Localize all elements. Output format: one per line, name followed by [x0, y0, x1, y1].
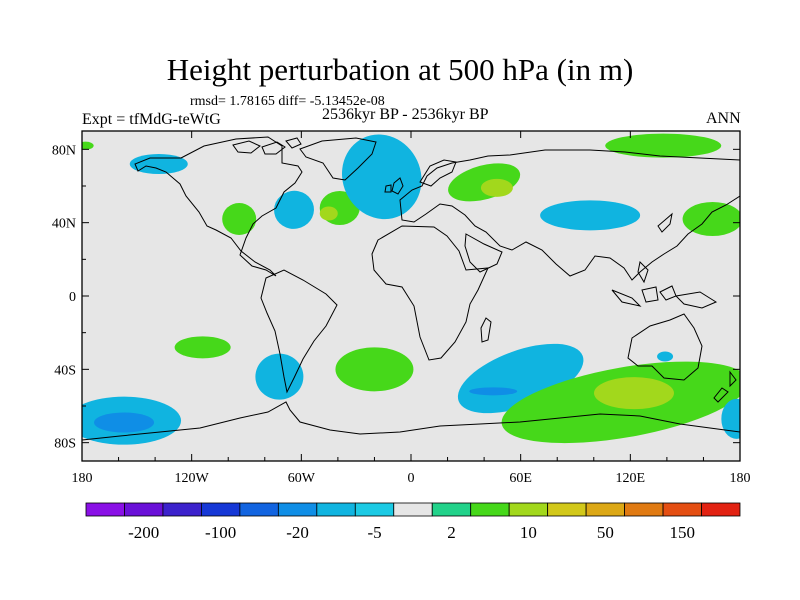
anomaly-negative — [129, 154, 188, 174]
colorbar-swatch — [316, 502, 356, 517]
anomaly-negative — [721, 398, 740, 439]
experiment-label: Expt = tfMdG-teWtG — [82, 111, 221, 128]
y-tick-label: 40N — [52, 217, 76, 232]
x-tick-label: 180 — [730, 471, 751, 486]
colorbar-swatch — [585, 502, 625, 517]
y-tick-label: 0 — [69, 290, 76, 305]
x-tick-label: 0 — [408, 471, 415, 486]
y-tick-label: 80S — [54, 437, 76, 452]
colorbar-label: 2 — [447, 523, 456, 542]
colorbar-swatch — [624, 502, 664, 517]
colorbar-swatch — [124, 502, 164, 517]
colorbar-swatch — [547, 502, 587, 517]
x-tick-label: 60W — [288, 471, 316, 486]
anomaly-negative — [274, 190, 314, 229]
anomaly-positive — [222, 203, 257, 235]
coast-japan — [657, 212, 673, 233]
coast-arabia — [464, 233, 503, 273]
anomaly-negative — [342, 134, 422, 220]
colorbar-label: -100 — [205, 523, 236, 542]
anomaly-negative — [94, 412, 155, 433]
coast-madagascar — [480, 317, 492, 343]
coast-british-isles — [384, 177, 404, 195]
colorbar-swatch — [162, 502, 202, 517]
colorbar-swatch — [662, 502, 702, 517]
colorbar-label: 50 — [597, 523, 614, 542]
x-tick-label: 180 — [72, 471, 93, 486]
coast-africa — [371, 225, 489, 361]
colorbar: -200 -100 -20 -5 2 10 50 150 — [85, 502, 741, 542]
colorbar-swatch — [85, 502, 125, 517]
colorbar-label: 10 — [520, 523, 537, 542]
anomaly-positive — [319, 206, 338, 221]
colorbar-label: 150 — [670, 523, 696, 542]
coast-antarctica — [82, 401, 740, 441]
colorbar-swatch — [508, 502, 549, 517]
colorbar-label: -5 — [367, 523, 381, 542]
anomaly-negative — [657, 351, 674, 362]
coast-new-zealand — [713, 370, 737, 403]
colorbar-swatch — [393, 502, 433, 517]
coast-south-america — [260, 269, 338, 394]
stats-text: rmsd= 1.78165 diff= -5.13452e-08 — [190, 94, 385, 109]
colorbar-label: -200 — [128, 523, 159, 542]
colorbar-swatch — [277, 502, 318, 517]
coastline-layer — [82, 136, 740, 441]
x-tick-label: 60E — [509, 471, 532, 486]
chart-title: Height perturbation at 500 hPa (in m) — [166, 52, 634, 87]
anomaly-positive — [335, 347, 414, 392]
coast-north-america — [134, 136, 303, 277]
anomaly-positive — [605, 133, 722, 158]
y-tick-label: 80N — [52, 143, 76, 158]
x-tick-label: 120W — [175, 471, 210, 486]
anomaly-positive — [174, 336, 231, 359]
anomaly-negative — [469, 387, 518, 396]
anomaly-positive — [82, 141, 94, 150]
anomaly-positive — [480, 178, 513, 197]
coast-australia — [627, 313, 703, 381]
colorbar-swatch — [431, 502, 472, 517]
colorbar-label: -20 — [286, 523, 309, 542]
anomaly-negative — [540, 200, 641, 231]
coast-greenland — [299, 137, 377, 181]
coast-eurasia — [399, 149, 740, 281]
coast-se-asia-islands — [611, 260, 718, 309]
colorbar-swatch — [239, 502, 279, 517]
colorbar-swatch — [701, 502, 741, 517]
axes: 180 120W 60W 0 60E 120E 180 80N 40N 0 40S 80S — [52, 131, 751, 486]
season-label: ANN — [706, 110, 741, 127]
y-tick-label: 40S — [54, 363, 76, 378]
colorbar-swatch — [201, 502, 241, 517]
anomaly-positive — [593, 377, 674, 410]
colorbar-swatch — [470, 502, 510, 517]
colorbar-swatch — [354, 502, 395, 517]
anomaly-negative — [255, 353, 304, 400]
period-label: 2536kyr BP - 2536kyr BP — [322, 106, 489, 123]
coast-arctic-islands — [232, 137, 302, 155]
coast-scandinavia — [419, 159, 457, 187]
anomaly-negative — [457, 343, 584, 414]
x-tick-label: 120E — [616, 471, 646, 486]
